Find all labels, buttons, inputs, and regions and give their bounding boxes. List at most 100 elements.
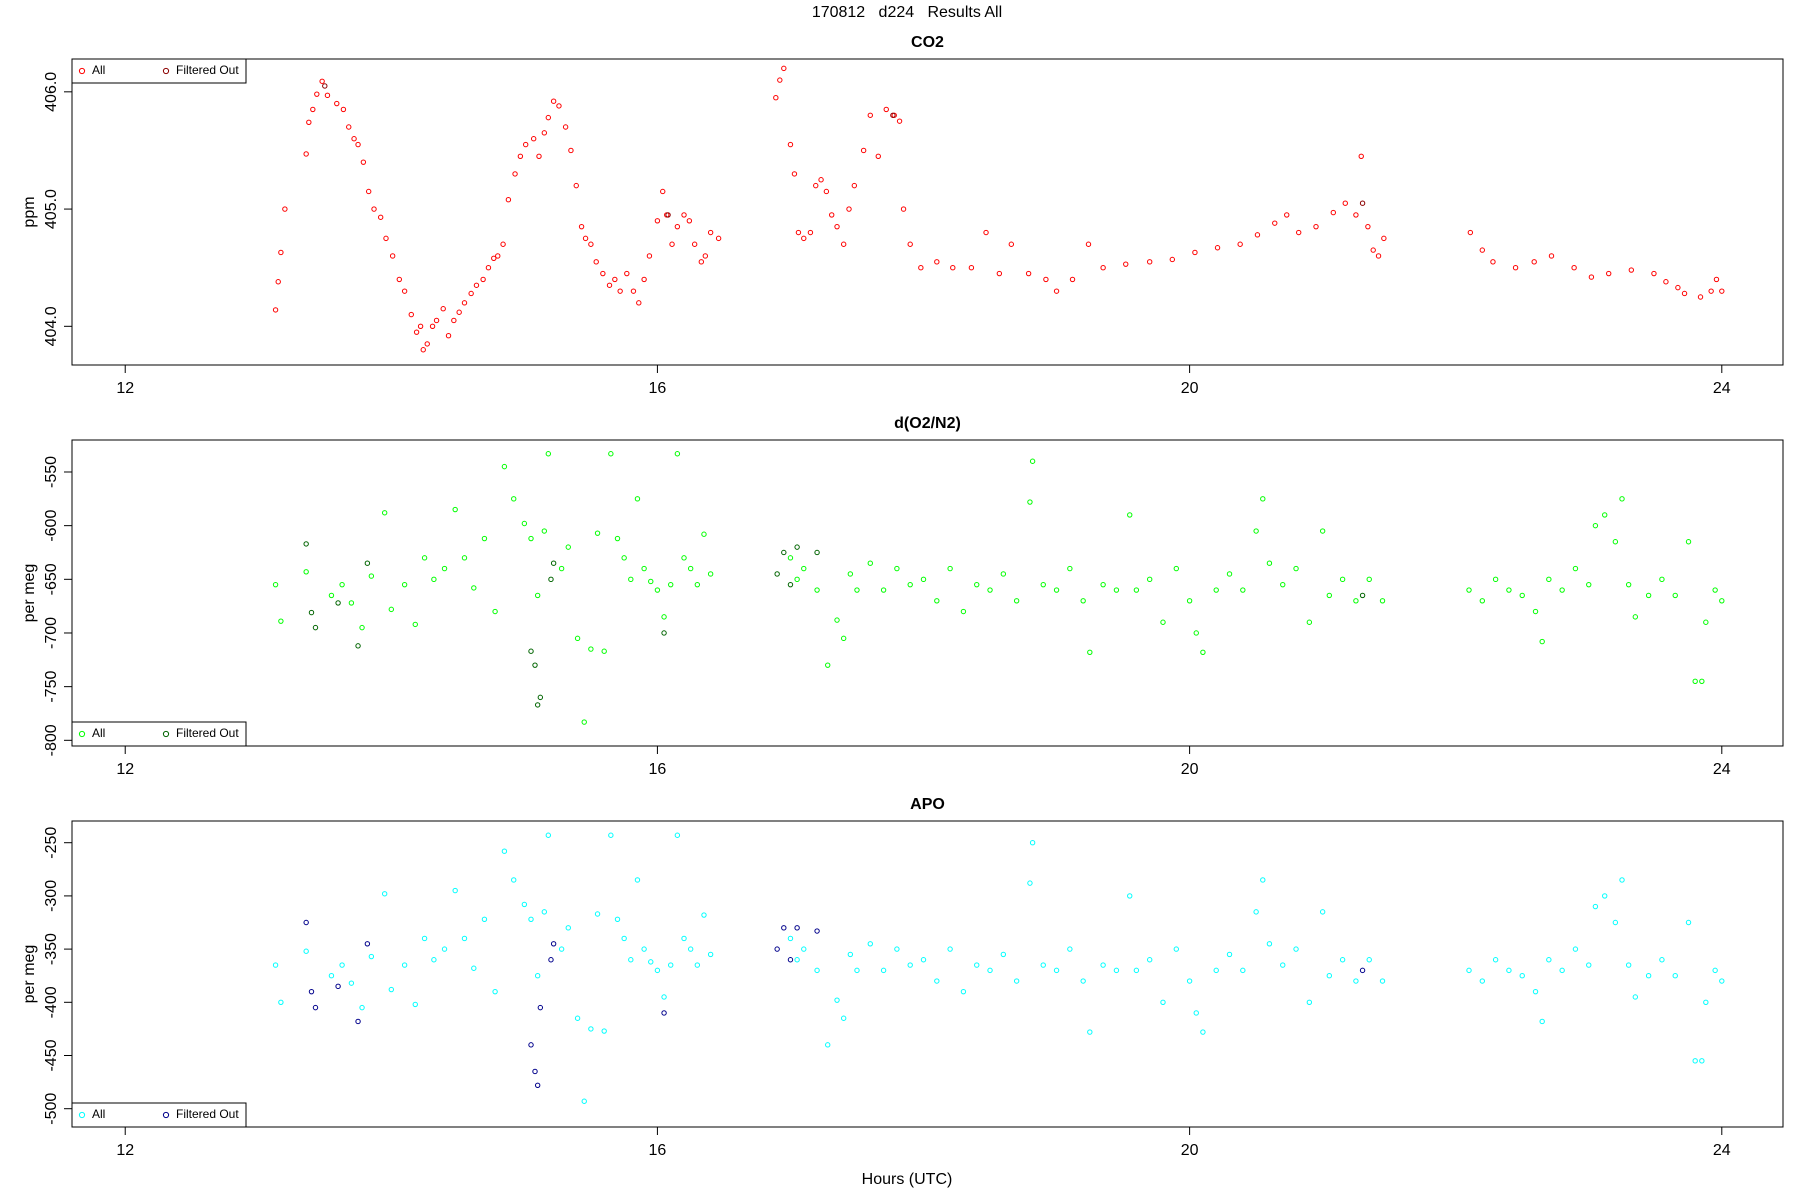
data-point [322,83,328,89]
data-point [272,581,279,588]
data-point [894,565,900,572]
data-point [1492,576,1499,583]
legend-marker [162,67,170,75]
data-point [1625,581,1632,588]
data-point [1539,638,1545,645]
data-point [1539,1018,1545,1025]
data-point [1467,229,1474,236]
data-point [421,555,428,561]
data-point [694,581,701,588]
data-point [461,555,468,561]
data-point [548,576,554,583]
data-point [934,598,940,604]
data-point [701,531,707,537]
data-point [636,300,642,306]
data-point [500,241,506,247]
data-point [1632,614,1639,620]
data-point [412,1001,418,1008]
data-point [541,909,548,915]
data-point [451,317,457,324]
data-point [1040,581,1046,588]
data-point [594,530,601,536]
data-point [867,560,873,566]
data-point [691,241,698,247]
data-point [396,276,402,283]
data-point [960,608,967,615]
data-point [1029,840,1036,846]
y-tick-label: -300 [43,880,60,912]
data-point [537,1004,544,1011]
data-point [431,576,437,583]
data-point [581,719,587,725]
data-point [1466,967,1472,974]
data-point [541,130,548,136]
data-point [1571,264,1577,271]
data-point [1240,587,1246,593]
data-point [364,560,371,566]
data-point [807,229,814,236]
data-point [1053,967,1060,974]
data-point [441,565,448,572]
data-point [1266,941,1273,947]
data-point [834,617,840,623]
plot-frame [71,58,1784,366]
y-tick-label: -350 [43,933,60,965]
data-point [550,98,557,104]
data-point [1366,576,1372,583]
data-point [840,635,847,642]
data-point [1100,264,1106,271]
data-point [574,1015,581,1021]
data-point [401,962,408,968]
y-tick-label: 404.0 [43,306,60,346]
data-point [1253,909,1259,915]
data-point [312,624,319,631]
data-point [1313,223,1319,230]
data-point [890,112,896,118]
data-point [528,648,534,654]
data-point [1293,565,1299,572]
data-point [424,341,430,347]
data-point [1040,962,1046,968]
data-point [687,946,694,952]
data-point [1685,539,1692,545]
data-point [588,1026,594,1032]
data-point [511,877,517,883]
data-point [787,581,794,588]
data-point [461,935,468,942]
data-point [814,967,820,974]
data-point [1067,565,1073,572]
data-point [1053,288,1060,294]
data-point [648,578,654,585]
y-tick-label: -400 [43,986,60,1018]
data-point [774,571,780,577]
data-point [541,528,548,534]
data-point [1697,294,1704,300]
x-tick-label: 12 [116,1142,134,1159]
data-point [1192,249,1198,256]
data-point [1000,951,1007,958]
x-tick-label: 20 [1181,380,1199,397]
data-point [801,235,807,242]
data-point [1588,274,1595,280]
panel-title: CO2 [911,34,944,51]
data-point [1319,909,1326,915]
data-point [1146,259,1153,265]
y-tick-label: -450 [43,1039,60,1071]
data-point [452,506,458,513]
data-point [334,100,340,107]
data-point [581,1098,587,1104]
data-point [875,153,881,160]
y-axis-label: ppm [21,196,38,227]
data-point [1659,957,1665,963]
data-point [303,948,309,954]
data-point [328,973,335,979]
data-point [825,1042,831,1048]
data-point [1586,581,1592,588]
data-point [550,560,557,566]
data-point [1133,967,1140,974]
data-point [801,946,807,952]
data-point [707,951,714,958]
data-point [1284,212,1290,218]
